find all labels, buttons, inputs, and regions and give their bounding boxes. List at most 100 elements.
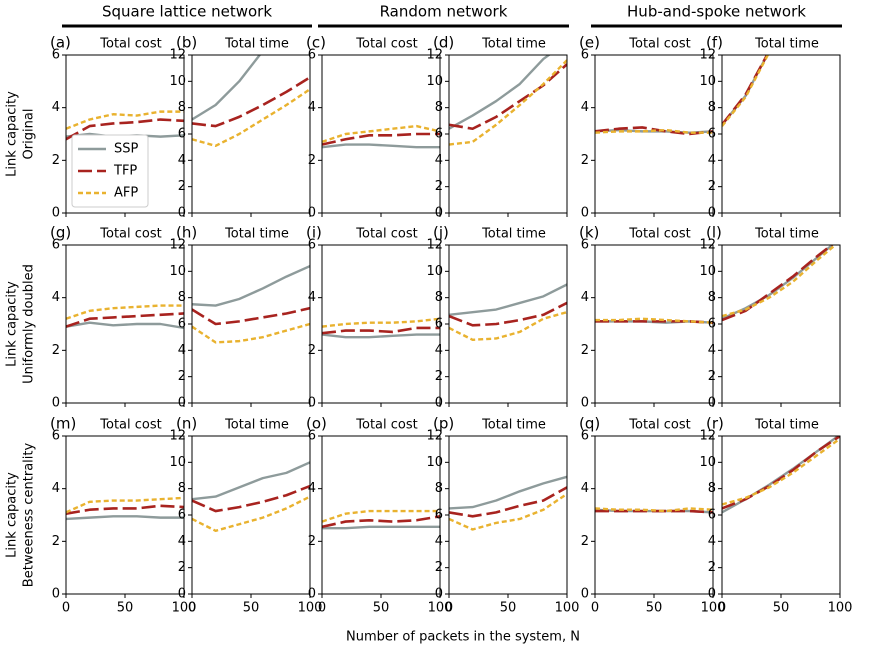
line-series (66, 515, 184, 521)
y-tick-label: 0 (708, 587, 716, 602)
line-series (322, 132, 440, 146)
line-series (722, 437, 840, 506)
y-tick-label: 6 (308, 238, 316, 253)
y-tick-label: 12 (426, 48, 443, 63)
column-header: Hub-and-spoke network (627, 3, 806, 21)
y-tick-label: 6 (178, 317, 186, 332)
y-tick-label: 4 (435, 343, 443, 358)
panel-label: (a) (50, 34, 71, 52)
y-tick-label: 2 (52, 343, 60, 358)
plot-area (449, 475, 567, 531)
y-tick-label: 0 (435, 587, 443, 602)
line-series (66, 304, 184, 320)
y-tick-label: 12 (699, 238, 716, 253)
panel-title: Total time (754, 37, 819, 52)
line-series (66, 321, 184, 330)
axes-frame (191, 244, 311, 404)
row-label: Link capacity (5, 281, 20, 367)
x-tick-label: 100 (298, 601, 323, 616)
y-tick-label: 0 (178, 396, 186, 411)
axes-frame (594, 54, 714, 214)
y-tick-label: 6 (52, 48, 60, 63)
y-tick-label: 0 (178, 206, 186, 221)
panel-title: Total time (754, 418, 819, 433)
y-tick-label: 6 (308, 429, 316, 444)
y-tick-label: 10 (426, 264, 443, 279)
axes-frame (321, 54, 441, 214)
y-tick-label: 10 (699, 74, 716, 89)
line-series (449, 475, 567, 510)
line-series (449, 301, 567, 327)
panel-title: Total cost (355, 418, 417, 433)
y-tick-label: 4 (581, 481, 589, 496)
row-label: Link capacity (5, 91, 20, 177)
x-tick-label: 50 (373, 601, 390, 616)
y-tick-label: 8 (708, 100, 716, 115)
plot-area (322, 124, 440, 149)
x-tick-label: 0 (445, 601, 453, 616)
line-series (322, 317, 440, 328)
y-tick-label: 6 (52, 429, 60, 444)
plot-area (595, 507, 713, 514)
line-series (595, 128, 713, 134)
y-tick-label: 8 (435, 481, 443, 496)
x-tick-label: 50 (646, 601, 663, 616)
x-tick-label: 0 (188, 601, 196, 616)
axes-frame (448, 54, 568, 214)
axes-frame (448, 244, 568, 404)
y-tick-label: 4 (308, 290, 316, 305)
line-series (449, 59, 567, 146)
axes-frame (65, 244, 185, 404)
panel-label: (e) (579, 34, 600, 52)
axes-frame (448, 435, 568, 595)
line-series (192, 88, 310, 148)
plot-area (322, 509, 440, 530)
line-series (449, 492, 567, 531)
y-tick-label: 2 (435, 560, 443, 575)
x-tick-label: 0 (62, 601, 70, 616)
y-tick-label: 6 (178, 127, 186, 142)
y-tick-label: 6 (581, 48, 589, 63)
plot-area (449, 283, 567, 341)
plot-area (66, 496, 184, 521)
legend-label: AFP (114, 186, 138, 201)
line-series (322, 326, 440, 335)
y-tick-label: 4 (178, 534, 186, 549)
y-tick-label: 6 (708, 127, 716, 142)
y-tick-label: 4 (581, 290, 589, 305)
panel-label: (i) (306, 224, 322, 242)
line-series (322, 509, 440, 523)
y-tick-label: 6 (581, 238, 589, 253)
line-series (722, 436, 840, 510)
line-series (449, 283, 567, 316)
x-tick-label: 100 (555, 601, 580, 616)
x-tick-label: 50 (773, 601, 790, 616)
line-series (722, 245, 834, 322)
y-tick-label: 8 (178, 290, 186, 305)
plot-area (192, 264, 310, 344)
x-tick-label: 0 (591, 601, 599, 616)
y-tick-label: 4 (708, 534, 716, 549)
y-tick-label: 4 (52, 100, 60, 115)
axes-frame (721, 54, 841, 214)
axes-frame (594, 244, 714, 404)
panel-label: (c) (306, 34, 326, 52)
y-tick-label: 10 (169, 74, 186, 89)
plot-area (722, 245, 838, 322)
y-tick-label: 0 (308, 587, 316, 602)
y-tick-label: 2 (708, 179, 716, 194)
y-tick-label: 10 (169, 264, 186, 279)
y-tick-label: 0 (52, 396, 60, 411)
y-tick-label: 8 (708, 481, 716, 496)
y-tick-label: 10 (169, 455, 186, 470)
y-tick-label: 6 (52, 238, 60, 253)
line-series (322, 124, 440, 144)
plot-area (595, 126, 713, 136)
panel-label: (p) (433, 415, 454, 433)
line-series (722, 245, 838, 318)
y-tick-label: 6 (435, 127, 443, 142)
x-tick-label: 100 (428, 601, 453, 616)
panel-label: (j) (433, 224, 449, 242)
line-series (192, 264, 310, 307)
y-tick-label: 6 (308, 48, 316, 63)
